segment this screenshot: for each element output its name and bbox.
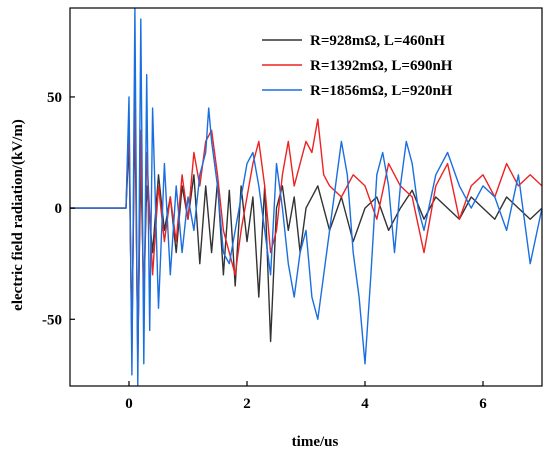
y-tick-label: 50 (47, 90, 62, 106)
x-tick-label: 6 (479, 396, 487, 412)
plot-area (70, 8, 542, 386)
series-line-3 (70, 8, 542, 386)
x-tick-label: 2 (243, 396, 251, 412)
plot-frame (69, 7, 543, 387)
legend: R=928mΩ, L=460nH R=1392mΩ, L=690nH R=1856m… (262, 33, 453, 99)
y-tick-label: 0 (55, 201, 63, 217)
legend-label-3: R=1856mΩ, L=920nH (310, 83, 453, 99)
legend-label-1: R=928mΩ, L=460nH (310, 33, 445, 49)
y-axis-title: electric field radiation/(kV/m) (10, 119, 26, 311)
x-axis-title: time/us (292, 434, 339, 450)
legend-label-2: R=1392mΩ, L=690nH (310, 58, 453, 74)
x-tick-label: 0 (125, 396, 133, 412)
x-tick-label: 4 (361, 396, 369, 412)
axes: 0 2 4 6 -50 0 50 (42, 7, 543, 412)
series-line-2 (70, 73, 542, 365)
y-tick-label: -50 (42, 312, 62, 328)
